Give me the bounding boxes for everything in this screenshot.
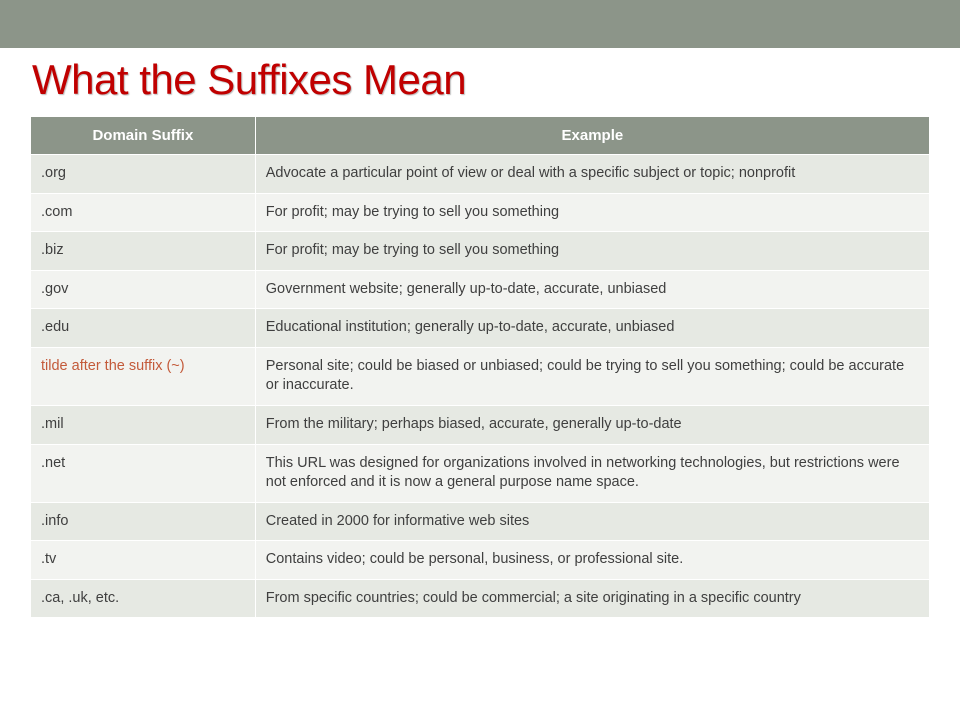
example-cell: This URL was designed for organizations … <box>255 444 929 502</box>
table-row: .govGovernment website; generally up-to-… <box>31 270 930 309</box>
col-header-suffix: Domain Suffix <box>31 117 256 155</box>
suffix-cell: .mil <box>31 405 256 444</box>
example-cell: Created in 2000 for informative web site… <box>255 502 929 541</box>
example-cell: Advocate a particular point of view or d… <box>255 155 929 194</box>
suffix-cell: tilde after the suffix (~) <box>31 347 256 405</box>
suffix-cell: .tv <box>31 541 256 580</box>
table-row: .eduEducational institution; generally u… <box>31 309 930 348</box>
suffix-cell: .biz <box>31 232 256 271</box>
slide-body: What the Suffixes Mean Domain Suffix Exa… <box>0 48 960 638</box>
example-cell: Contains video; could be personal, busin… <box>255 541 929 580</box>
suffix-cell: .edu <box>31 309 256 348</box>
page-title: What the Suffixes Mean <box>32 56 930 104</box>
table-row: .orgAdvocate a particular point of view … <box>31 155 930 194</box>
table-row: .milFrom the military; perhaps biased, a… <box>31 405 930 444</box>
suffix-cell: .gov <box>31 270 256 309</box>
example-cell: Educational institution; generally up-to… <box>255 309 929 348</box>
suffix-cell: .ca, .uk, etc. <box>31 579 256 618</box>
table-header-row: Domain Suffix Example <box>31 117 930 155</box>
example-cell: Personal site; could be biased or unbias… <box>255 347 929 405</box>
suffix-cell: .org <box>31 155 256 194</box>
col-header-example: Example <box>255 117 929 155</box>
suffix-cell: .info <box>31 502 256 541</box>
suffix-cell: .com <box>31 193 256 232</box>
example-cell: Government website; generally up-to-date… <box>255 270 929 309</box>
suffix-table: Domain Suffix Example .orgAdvocate a par… <box>30 116 930 618</box>
top-band <box>0 0 960 48</box>
example-cell: For profit; may be trying to sell you so… <box>255 193 929 232</box>
table-row: .tvContains video; could be personal, bu… <box>31 541 930 580</box>
example-cell: From specific countries; could be commer… <box>255 579 929 618</box>
table-row: .ca, .uk, etc.From specific countries; c… <box>31 579 930 618</box>
table-row: tilde after the suffix (~)Personal site;… <box>31 347 930 405</box>
table-row: .comFor profit; may be trying to sell yo… <box>31 193 930 232</box>
example-cell: From the military; perhaps biased, accur… <box>255 405 929 444</box>
example-cell: For profit; may be trying to sell you so… <box>255 232 929 271</box>
table-row: .infoCreated in 2000 for informative web… <box>31 502 930 541</box>
table-row: .netThis URL was designed for organizati… <box>31 444 930 502</box>
suffix-cell: .net <box>31 444 256 502</box>
table-row: .bizFor profit; may be trying to sell yo… <box>31 232 930 271</box>
